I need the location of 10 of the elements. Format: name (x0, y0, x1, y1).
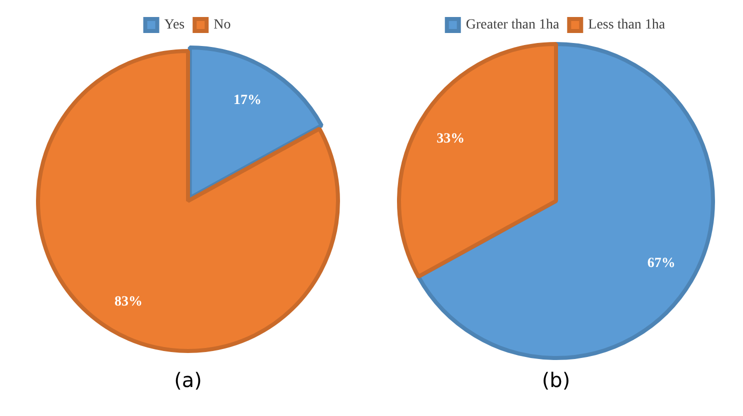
data-label: 33% (436, 131, 465, 146)
legend-label: Greater than 1ha (466, 18, 560, 33)
data-label: 17% (234, 92, 262, 108)
text: (b) (542, 368, 570, 392)
data-label: 67% (647, 256, 676, 271)
text: (a) (174, 368, 202, 392)
legend-label: Less than 1ha (588, 18, 666, 33)
data-label: 83% (114, 294, 142, 310)
legend-label: Yes (164, 18, 185, 33)
legend-label: No (214, 18, 231, 33)
